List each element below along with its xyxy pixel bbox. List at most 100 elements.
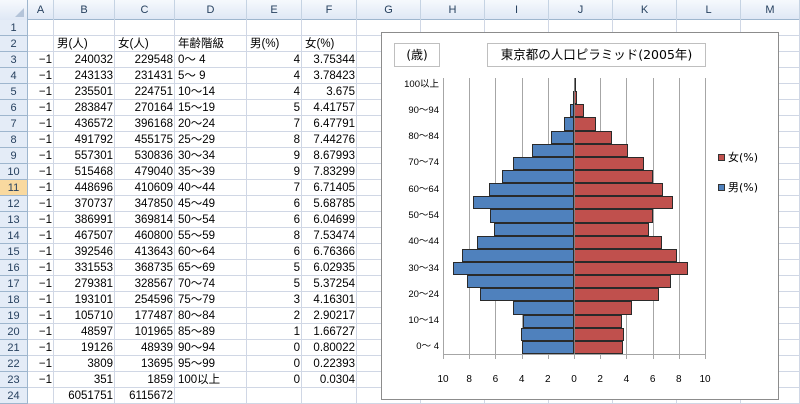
female-bar[interactable] [574, 262, 688, 276]
cell-male-count[interactable]: 448696 [74, 182, 113, 194]
cell-a[interactable]: −1 [38, 166, 52, 178]
column-header-g[interactable]: G [357, 0, 421, 20]
cell-female-percent[interactable]: 6.71405 [313, 182, 355, 194]
legend-item[interactable]: 男(%) [718, 179, 758, 195]
row-header-24[interactable]: 24 [0, 388, 28, 404]
header-cell-e[interactable]: 男(%) [250, 38, 280, 50]
female-bar[interactable] [574, 183, 663, 197]
row-header-6[interactable]: 6 [0, 100, 28, 116]
cell-female-count[interactable]: 13695 [141, 358, 173, 370]
female-bar[interactable] [574, 235, 662, 249]
cell-female-count[interactable]: 1859 [147, 374, 173, 386]
cell-male-percent[interactable]: 5 [293, 278, 300, 290]
male-bar[interactable] [472, 196, 574, 210]
cell-male-count[interactable]: 515468 [74, 166, 113, 178]
cell-age-group[interactable]: 65〜69 [178, 262, 216, 274]
cell-female-count[interactable]: 396168 [134, 118, 173, 130]
female-bar[interactable] [574, 196, 673, 210]
cell-female-percent[interactable]: 0.0304 [319, 374, 355, 386]
female-bar[interactable] [574, 130, 612, 144]
male-bar[interactable] [521, 327, 574, 341]
cell-female-percent[interactable]: 6.04699 [313, 214, 355, 226]
female-bar[interactable] [574, 156, 645, 170]
male-bar[interactable] [479, 288, 574, 302]
row-header-17[interactable]: 17 [0, 276, 28, 292]
cell-female-count[interactable]: 101965 [134, 326, 173, 338]
cell-female-count[interactable]: 460800 [134, 230, 173, 242]
female-bar[interactable] [574, 314, 623, 328]
cell-female-percent[interactable]: 6.76366 [313, 246, 355, 258]
cell-male-count[interactable]: 467507 [74, 230, 113, 242]
plot-area[interactable]: 10 8 6 4 2 0 2 4 6 8 10 0〜 4 10〜14 20〜24 30〜34 40〜44 50〜… [404, 78, 711, 385]
cell-male-percent[interactable]: 9 [293, 166, 300, 178]
cell-age-group[interactable]: 95〜99 [178, 358, 216, 370]
cell-male-count[interactable]: 351 [93, 374, 113, 386]
cell-age-group[interactable]: 0〜 4 [178, 54, 206, 66]
cell-female-percent[interactable]: 7.83299 [313, 166, 355, 178]
y-axis-unit-label[interactable]: (歳) [394, 43, 440, 67]
male-bar[interactable] [513, 156, 574, 170]
cell-female-percent[interactable]: 5.68785 [313, 198, 355, 210]
cell-male-count[interactable]: 105710 [74, 310, 113, 322]
cell-a[interactable]: −1 [38, 326, 52, 338]
row-header-7[interactable]: 7 [0, 116, 28, 132]
cell-female-percent[interactable]: 0.22393 [313, 358, 355, 370]
male-bar[interactable] [502, 170, 574, 184]
cell-female-count[interactable]: 177487 [134, 310, 173, 322]
cell-a[interactable]: −1 [38, 102, 52, 114]
male-bar[interactable] [462, 248, 574, 262]
cell-male-percent[interactable]: 4 [293, 70, 300, 82]
row-header-19[interactable]: 19 [0, 308, 28, 324]
cell-age-group[interactable]: 75〜79 [178, 294, 216, 306]
cell-female-count[interactable]: 328567 [134, 278, 173, 290]
cell-age-group[interactable]: 15〜19 [178, 102, 216, 114]
cell-male-count[interactable]: 235501 [74, 86, 113, 98]
cell-female-count[interactable]: 270164 [134, 102, 173, 114]
cell-male-percent[interactable]: 2 [293, 310, 300, 322]
cell-female-total[interactable]: 6115672 [129, 390, 173, 402]
column-header-m[interactable]: M [741, 0, 800, 20]
cell-male-count[interactable]: 331553 [74, 262, 113, 274]
cell-female-count[interactable]: 224751 [134, 86, 173, 98]
cell-age-group[interactable]: 80〜84 [178, 310, 216, 322]
cell-age-group[interactable]: 60〜64 [178, 246, 216, 258]
male-bar[interactable] [521, 340, 574, 354]
cell-age-group[interactable]: 10〜14 [178, 86, 216, 98]
cell-male-count[interactable]: 386991 [74, 214, 113, 226]
cell-a[interactable]: −1 [38, 70, 52, 82]
cell-female-percent[interactable]: 4.16301 [313, 294, 355, 306]
cell-a[interactable]: −1 [38, 198, 52, 210]
column-header-h[interactable]: H [421, 0, 485, 20]
female-bar[interactable] [574, 104, 585, 118]
male-bar[interactable] [551, 130, 574, 144]
cell-male-percent[interactable]: 7 [293, 118, 300, 130]
cell-female-percent[interactable]: 1.66727 [313, 326, 355, 338]
cell-female-percent[interactable]: 3.75344 [313, 54, 355, 66]
cell-female-count[interactable]: 530836 [134, 150, 173, 162]
column-header-i[interactable]: I [485, 0, 549, 20]
cell-age-group[interactable]: 70〜74 [178, 278, 216, 290]
row-header-21[interactable]: 21 [0, 340, 28, 356]
cell-a[interactable]: −1 [38, 182, 52, 194]
cell-age-group[interactable]: 25〜29 [178, 134, 216, 146]
cell-male-percent[interactable]: 4 [293, 54, 300, 66]
cell-age-group[interactable]: 85〜89 [178, 326, 216, 338]
row-header-1[interactable]: 1 [0, 20, 28, 36]
cell-male-count[interactable]: 392546 [74, 246, 113, 258]
cell-male-count[interactable]: 240032 [74, 54, 113, 66]
cell-male-percent[interactable]: 1 [293, 326, 300, 338]
female-bar[interactable] [574, 209, 654, 223]
row-header-4[interactable]: 4 [0, 68, 28, 84]
legend-item[interactable]: 女(%) [718, 149, 758, 165]
row-header-20[interactable]: 20 [0, 324, 28, 340]
cell-male-percent[interactable]: 6 [293, 246, 300, 258]
cell-a[interactable]: −1 [38, 150, 52, 162]
female-bar[interactable] [574, 143, 629, 157]
cell-female-count[interactable]: 369814 [134, 214, 173, 226]
female-bar[interactable] [574, 288, 659, 302]
male-bar[interactable] [493, 222, 574, 236]
male-bar[interactable] [532, 143, 574, 157]
row-header-2[interactable]: 2 [0, 36, 28, 52]
cell-male-total[interactable]: 6051751 [68, 390, 113, 402]
male-bar[interactable] [523, 314, 574, 328]
